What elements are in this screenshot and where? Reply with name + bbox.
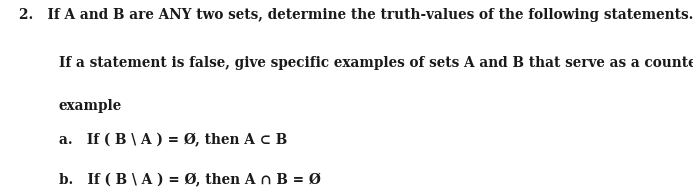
Text: 2.   If A and B are ANY two sets, determine the truth-values of the following st: 2. If A and B are ANY two sets, determin… xyxy=(19,8,693,21)
Text: b.   If ( B \ A ) = Ø, then A ∩ B = Ø: b. If ( B \ A ) = Ø, then A ∩ B = Ø xyxy=(59,173,321,187)
Text: If a statement is false, give specific examples of sets A and B that serve as a : If a statement is false, give specific e… xyxy=(59,56,693,70)
Text: example: example xyxy=(59,99,122,113)
Text: a.   If ( B \ A ) = Ø, then A ⊂ B: a. If ( B \ A ) = Ø, then A ⊂ B xyxy=(59,133,287,148)
